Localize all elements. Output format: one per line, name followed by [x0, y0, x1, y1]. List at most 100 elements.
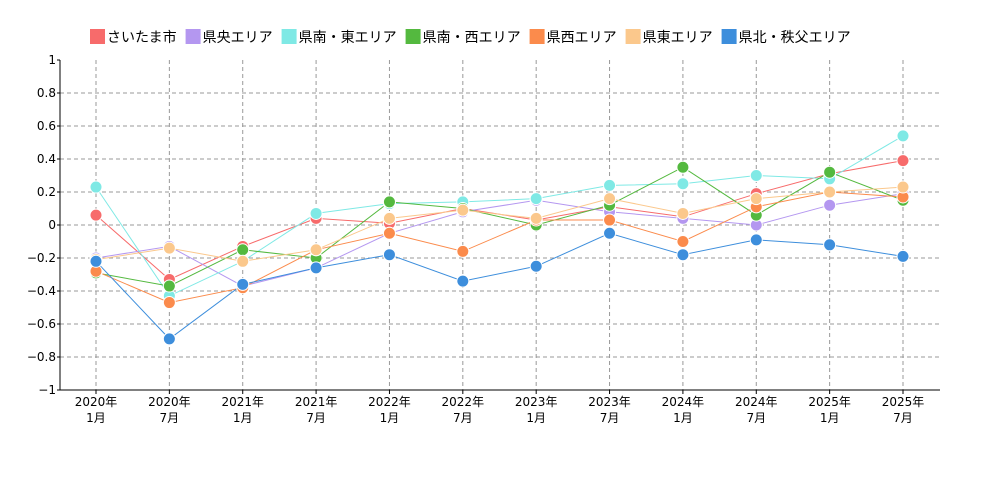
- x-tick-label-year: 2024年: [662, 395, 705, 409]
- data-point-1-10[interactable]: [823, 198, 837, 212]
- x-tick-label-month: 7月: [746, 411, 766, 425]
- legend-label: 県南・東エリア: [299, 30, 397, 46]
- x-tick-label-month: 1月: [820, 411, 840, 425]
- grid: [60, 60, 940, 390]
- data-point-2-3[interactable]: [309, 206, 323, 220]
- data-point-6-10[interactable]: [823, 238, 837, 252]
- data-point-3-10[interactable]: [823, 165, 837, 179]
- x-tick-label-year: 2020年: [75, 395, 118, 409]
- data-point-2-6[interactable]: [529, 192, 543, 206]
- legend-item-6[interactable]: 県北・秩父エリア: [721, 29, 851, 46]
- y-tick-label: 0.4: [37, 152, 56, 166]
- data-point-5-1[interactable]: [162, 241, 176, 255]
- series-line-0: [95, 160, 904, 281]
- legend-swatch: [405, 29, 421, 44]
- legend-item-4[interactable]: 県西エリア: [529, 29, 617, 46]
- legend-swatch: [185, 29, 201, 44]
- y-tick-label: 0.2: [37, 185, 56, 199]
- x-tick-label-month: 7月: [893, 411, 913, 425]
- x-tick-label-year: 2022年: [442, 395, 485, 409]
- data-point-6-0[interactable]: [89, 254, 103, 268]
- legend-item-3[interactable]: 県南・西エリア: [405, 29, 521, 46]
- data-point-4-5[interactable]: [456, 244, 470, 258]
- legend-label: 県央エリア: [203, 30, 273, 46]
- data-point-3-1[interactable]: [162, 279, 176, 293]
- x-tick-label-month: 1月: [86, 411, 106, 425]
- series-line-4: [95, 191, 904, 304]
- data-point-6-4[interactable]: [382, 248, 396, 262]
- x-tick-label-month: 1月: [673, 411, 693, 425]
- data-point-4-4[interactable]: [382, 226, 396, 240]
- legend-item-2[interactable]: 県南・東エリア: [281, 29, 397, 46]
- y-tick-label: −1: [38, 383, 56, 397]
- data-point-6-8[interactable]: [676, 248, 690, 262]
- data-point-0-0[interactable]: [89, 208, 103, 222]
- data-point-5-3[interactable]: [309, 243, 323, 257]
- y-tick-label: −0.6: [27, 317, 56, 331]
- axes: 1 0.8 0.6 0.4 0.2 0 −0.2 −0.4 −0.6 −0.8 −1 2020年 1月 2…: [27, 53, 940, 425]
- data-point-5-2[interactable]: [236, 254, 250, 268]
- data-point-6-11[interactable]: [896, 249, 910, 263]
- data-point-5-6[interactable]: [529, 211, 543, 225]
- data-point-6-1[interactable]: [162, 332, 176, 346]
- series-lines: [95, 135, 904, 340]
- data-point-5-7[interactable]: [603, 192, 617, 206]
- x-tick-label-year: 2024年: [735, 395, 778, 409]
- x-tick-label-year: 2023年: [588, 395, 631, 409]
- data-point-5-9[interactable]: [749, 192, 763, 206]
- x-tick-label-year: 2025年: [808, 395, 851, 409]
- data-point-2-9[interactable]: [749, 169, 763, 182]
- data-point-5-4[interactable]: [382, 211, 396, 225]
- data-point-2-7[interactable]: [603, 178, 617, 192]
- data-point-6-9[interactable]: [749, 233, 763, 247]
- x-tick-label-year: 2022年: [368, 395, 411, 409]
- data-point-6-5[interactable]: [456, 274, 470, 288]
- y-tick-label: 1: [48, 53, 56, 67]
- series-line-2: [95, 135, 904, 297]
- legend-swatch: [625, 29, 641, 44]
- legend-swatch: [721, 29, 737, 44]
- x-tick-label-month: 1月: [526, 411, 546, 425]
- x-tick-label-year: 2020年: [148, 395, 191, 409]
- data-point-4-8[interactable]: [676, 235, 690, 248]
- data-point-6-2[interactable]: [236, 277, 250, 291]
- data-point-6-6[interactable]: [529, 259, 543, 273]
- x-tick-label-month: 1月: [233, 411, 253, 425]
- data-point-5-11[interactable]: [896, 180, 910, 194]
- data-point-3-2[interactable]: [236, 243, 250, 257]
- legend-item-5[interactable]: 県東エリア: [625, 29, 713, 46]
- legend-label: 県北・秩父エリア: [739, 30, 851, 46]
- data-point-5-10[interactable]: [823, 185, 837, 199]
- legend-label: 県西エリア: [547, 30, 617, 46]
- legend-item-1[interactable]: 県央エリア: [185, 29, 273, 46]
- y-tick-label: 0: [48, 218, 56, 232]
- data-point-0-11[interactable]: [896, 154, 910, 168]
- data-point-2-8[interactable]: [676, 177, 690, 191]
- data-point-3-8[interactable]: [676, 160, 690, 174]
- x-tick-label-year: 2021年: [221, 395, 264, 409]
- x-tick-label-month: 7月: [600, 411, 620, 425]
- x-tick-label-year: 2023年: [515, 395, 558, 409]
- x-tick-label-year: 2021年: [295, 395, 338, 409]
- legend-item-0[interactable]: さいたま市: [90, 29, 177, 46]
- y-tick-label: −0.8: [27, 350, 56, 364]
- data-point-5-8[interactable]: [676, 206, 690, 220]
- legend: さいたま市 県央エリア 県南・東エリア 県南・西エリア 県西エリア 県東エリア 県北・秩父エ…: [90, 29, 851, 46]
- x-tick-label-month: 7月: [160, 411, 180, 425]
- y-tick-label: −0.2: [27, 251, 56, 265]
- data-point-6-7[interactable]: [603, 226, 617, 240]
- series-line-5: [95, 186, 904, 262]
- data-point-5-5[interactable]: [456, 203, 470, 217]
- legend-swatch: [281, 29, 297, 44]
- data-point-2-11[interactable]: [896, 129, 910, 143]
- legend-label: さいたま市: [107, 29, 177, 46]
- data-point-4-1[interactable]: [162, 296, 176, 310]
- data-point-6-3[interactable]: [309, 261, 323, 275]
- series-points: [89, 129, 910, 346]
- data-point-2-0[interactable]: [89, 180, 103, 194]
- legend-label: 県東エリア: [643, 30, 713, 46]
- data-point-3-4[interactable]: [382, 195, 396, 209]
- x-tick-label-year: 2025年: [882, 395, 925, 409]
- data-point-4-7[interactable]: [603, 213, 617, 227]
